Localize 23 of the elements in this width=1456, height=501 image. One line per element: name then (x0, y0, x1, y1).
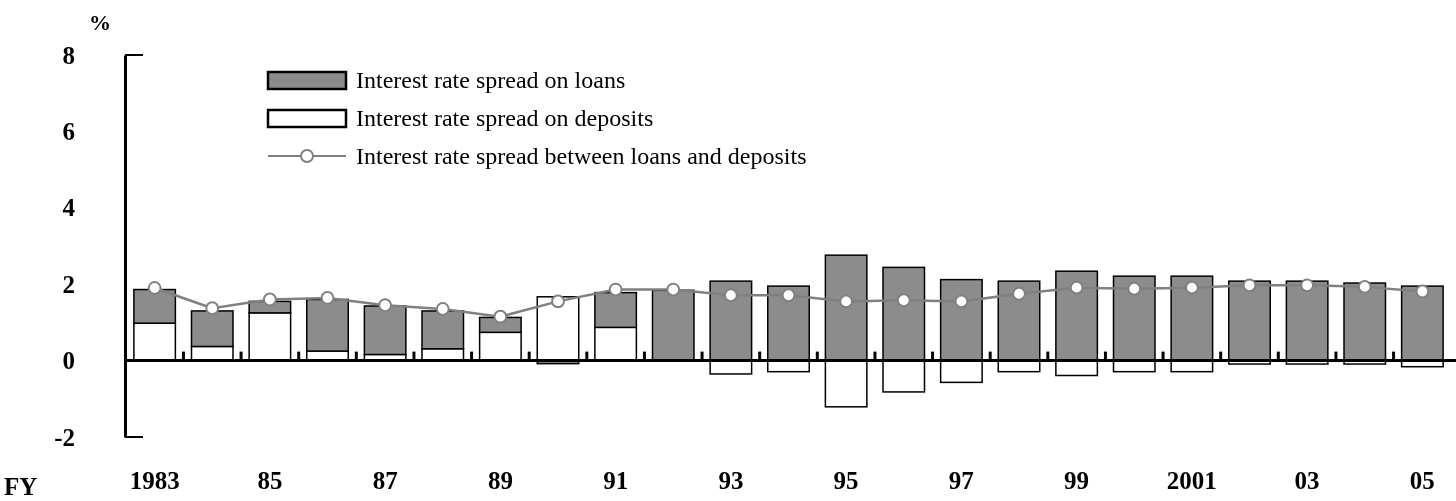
x-tick-label: 95 (833, 466, 859, 494)
y-tick-label: 4 (62, 194, 76, 222)
y-tick-label: -2 (54, 423, 75, 451)
x-tick-label: 97 (948, 466, 974, 494)
y-tick-label: 2 (62, 270, 75, 298)
y-axis-title: % (89, 10, 111, 35)
x-tick-label: 1983 (129, 466, 180, 494)
x-tick-label: 05 (1409, 466, 1435, 494)
y-tick-label: 0 (62, 347, 75, 375)
x-tick-label: 03 (1294, 466, 1320, 494)
x-tick-label: 85 (257, 466, 283, 494)
legend-label: Interest rate spread on loans (356, 67, 626, 93)
x-tick-label: 87 (372, 466, 398, 494)
x-tick-label: 99 (1064, 466, 1090, 494)
legend-label: Interest rate spread on deposits (356, 105, 654, 131)
x-axis-title: FY (4, 473, 38, 500)
y-tick-label: 8 (62, 41, 75, 69)
x-tick-label: 91 (603, 466, 629, 494)
x-tick-label: 2001 (1166, 466, 1217, 494)
legend-label: Interest rate spread between loans and deposits (356, 143, 807, 169)
y-tick-label: 6 (62, 117, 75, 145)
x-tick-label: 93 (718, 466, 744, 494)
x-tick-label: 89 (487, 466, 513, 494)
